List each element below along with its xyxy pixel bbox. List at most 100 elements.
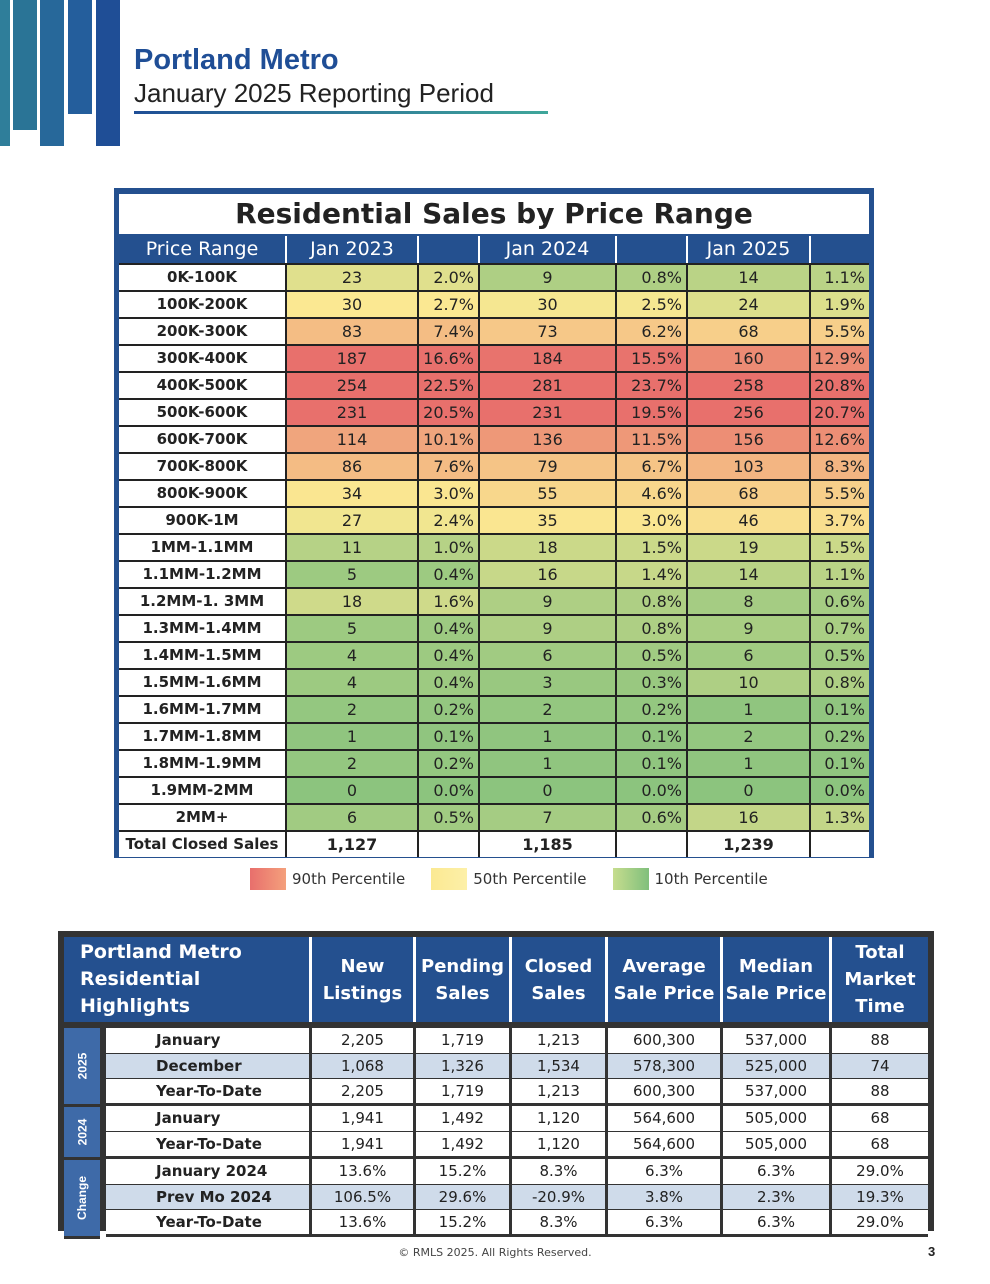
total-2023: 1,127 xyxy=(287,832,419,857)
sales-count-cell: 136 xyxy=(480,427,617,452)
table-row: 0K-100K 23 2.0% 9 0.8% 14 1.1% xyxy=(119,263,869,290)
sales-count-cell: 5 xyxy=(287,616,419,641)
highlight-value-cell: 1,719 xyxy=(416,1079,512,1103)
sales-percent-cell: 0.3% xyxy=(617,670,688,695)
price-range-label: 2MM+ xyxy=(119,805,287,830)
total-2023-pct xyxy=(419,832,480,857)
sales-count-cell: 254 xyxy=(287,373,419,398)
sales-count-cell: 34 xyxy=(287,481,419,506)
sales-percent-cell: 3.0% xyxy=(419,481,480,506)
header-jan-2024: Jan 2024 xyxy=(480,236,617,263)
sales-percent-cell: 7.4% xyxy=(419,319,480,344)
sales-percent-cell: 11.5% xyxy=(617,427,688,452)
highlight-value-cell: 1,326 xyxy=(416,1054,512,1078)
table-row: 1.3MM-1.4MM 5 0.4% 9 0.8% 9 0.7% xyxy=(119,614,869,641)
table-row: 800K-900K 34 3.0% 55 4.6% 68 5.5% xyxy=(119,479,869,506)
page-subtitle: January 2025 Reporting Period xyxy=(134,78,494,108)
sales-percent-cell: 10.1% xyxy=(419,427,480,452)
highlight-value-cell: 13.6% xyxy=(312,1159,416,1184)
highlights-group: January 1,941 1,492 1,120 564,600 505,000 68 Ye… xyxy=(106,1106,928,1159)
highlight-value-cell: 15.2% xyxy=(416,1210,512,1234)
sales-percent-cell: 5.5% xyxy=(811,319,869,344)
price-range-label: 500K-600K xyxy=(119,400,287,425)
highlight-value-cell: 3.8% xyxy=(608,1185,723,1209)
sales-percent-cell: 6.7% xyxy=(617,454,688,479)
table-row: January 1,941 1,492 1,120 564,600 505,000 68 xyxy=(106,1106,928,1131)
legend-swatch-red xyxy=(250,868,286,890)
sales-percent-cell: 12.6% xyxy=(811,427,869,452)
highlight-value-cell: 600,300 xyxy=(608,1079,723,1103)
highlight-value-cell: 1,068 xyxy=(312,1054,416,1078)
highlight-value-cell: 29.0% xyxy=(856,1213,904,1231)
highlight-value-cell: 1,941 xyxy=(312,1106,416,1131)
sales-percent-cell: 20.7% xyxy=(811,400,869,425)
table-row: 100K-200K 30 2.7% 30 2.5% 24 1.9% xyxy=(119,290,869,317)
header-price-range: Price Range xyxy=(119,236,287,263)
sales-percent-cell: 1.0% xyxy=(419,535,480,560)
table-row: 1MM-1.1MM 11 1.0% 18 1.5% 19 1.5% xyxy=(119,533,869,560)
highlight-value-cell: 13.6% xyxy=(312,1210,416,1234)
sales-count-cell: 231 xyxy=(287,400,419,425)
sales-percent-cell: 12.9% xyxy=(811,346,869,371)
sales-percent-cell: 0.1% xyxy=(419,724,480,749)
highlight-value-cell: 537,000 xyxy=(723,1028,832,1053)
sales-percent-cell: 0.0% xyxy=(419,778,480,803)
col-closed-sales: Closed Sales xyxy=(512,937,608,1022)
page-title: Portland Metro xyxy=(134,44,339,76)
sales-count-cell: 18 xyxy=(287,589,419,614)
sales-count-cell: 68 xyxy=(688,481,811,506)
highlight-value-cell: 1,492 xyxy=(416,1106,512,1131)
table-row: 1.1MM-1.2MM 5 0.4% 16 1.4% 14 1.1% xyxy=(119,560,869,587)
table-row: 600K-700K 114 10.1% 136 11.5% 156 12.6% xyxy=(119,425,869,452)
sales-count-cell: 24 xyxy=(688,292,811,317)
highlight-value-cell: 29.0% xyxy=(856,1162,904,1180)
table-row: 700K-800K 86 7.6% 79 6.7% 103 8.3% xyxy=(119,452,869,479)
sales-count-cell: 30 xyxy=(287,292,419,317)
sales-percent-cell: 0.0% xyxy=(811,778,869,803)
highlight-value-cell: 2,205 xyxy=(312,1028,416,1053)
sales-percent-cell: 0.8% xyxy=(811,670,869,695)
header-jan-2023-pct xyxy=(419,236,480,263)
highlights-title: Portland Metro Residential Highlights xyxy=(64,937,312,1022)
table-row: 200K-300K 83 7.4% 73 6.2% 68 5.5% xyxy=(119,317,869,344)
year-group-text: Change xyxy=(75,1175,90,1221)
highlight-value-cell: 15.2% xyxy=(416,1159,512,1184)
highlight-value-cell: 74 xyxy=(870,1057,890,1075)
sales-percent-cell: 3.0% xyxy=(617,508,688,533)
sales-percent-cell: 1.5% xyxy=(617,535,688,560)
year-group-text: 2025 xyxy=(74,1052,89,1080)
sales-count-cell: 0 xyxy=(287,778,419,803)
highlight-value-cell: 564,600 xyxy=(608,1106,723,1131)
highlight-value-cell: 6.3% xyxy=(608,1159,723,1184)
sales-count-cell: 79 xyxy=(480,454,617,479)
price-range-label: 100K-200K xyxy=(119,292,287,317)
price-range-label: 1.9MM-2MM xyxy=(119,778,287,803)
highlight-value-cell: 537,000 xyxy=(723,1079,832,1103)
table-row: Year-To-Date 13.6% 15.2% 8.3% 6.3% 6.3% 29.0% xyxy=(106,1209,928,1234)
price-range-label: 800K-900K xyxy=(119,481,287,506)
highlights-header: Portland Metro Residential Highlights Ne… xyxy=(64,937,928,1022)
sales-count-cell: 2 xyxy=(287,751,419,776)
sales-percent-cell: 6.2% xyxy=(617,319,688,344)
sales-count-cell: 55 xyxy=(480,481,617,506)
sales-count-cell: 0 xyxy=(688,778,811,803)
sales-percent-cell: 0.7% xyxy=(811,616,869,641)
sales-percent-cell: 0.1% xyxy=(617,724,688,749)
header-jan-2025-pct xyxy=(811,236,869,263)
sales-percent-cell: 1.4% xyxy=(617,562,688,587)
sales-count-cell: 2 xyxy=(480,697,617,722)
sales-percent-cell: 7.6% xyxy=(419,454,480,479)
sales-count-cell: 160 xyxy=(688,346,811,371)
highlight-value-cell: 1,719 xyxy=(416,1028,512,1053)
sales-count-cell: 14 xyxy=(688,562,811,587)
sales-percent-cell: 0.1% xyxy=(811,751,869,776)
highlight-value-cell: 88 xyxy=(870,1082,890,1100)
highlights-rows: January 2,205 1,719 1,213 600,300 537,000 88 De… xyxy=(106,1028,928,1239)
highlight-value-cell: 19.3% xyxy=(856,1188,904,1206)
title-underline xyxy=(134,111,548,114)
sales-percent-cell: 2.5% xyxy=(617,292,688,317)
total-row: Total Closed Sales 1,127 1,185 1,239 xyxy=(119,830,869,857)
highlights-body: 2025 2024 Change January 2,205 1,719 1,213 600… xyxy=(64,1028,928,1239)
sales-count-cell: 14 xyxy=(688,265,811,290)
sales-count-cell: 2 xyxy=(688,724,811,749)
